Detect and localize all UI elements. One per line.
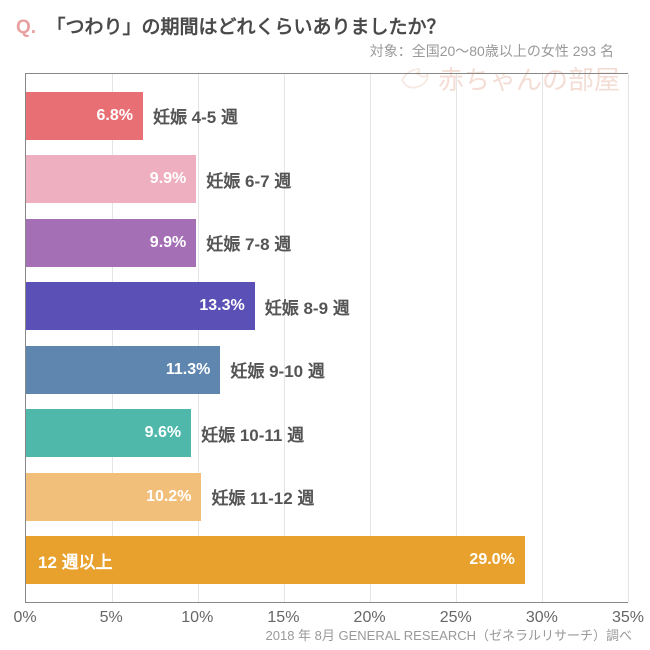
bar-category-label: 妊娠 9-10 週 [230, 357, 324, 382]
bar: 13.3% [26, 282, 255, 330]
bar-category-label: 妊娠 8-9 週 [265, 294, 350, 319]
gridline [628, 74, 629, 602]
bar-row: 6.8% 妊娠 4-5 週 [26, 92, 628, 140]
axis-tick-label: 10% [181, 609, 213, 627]
bar-category-label: 妊娠 7-8 週 [206, 230, 291, 255]
bar: 6.8% [26, 92, 143, 140]
bar-row: 10.2% 妊娠 11-12 週 [26, 473, 628, 521]
bar-category-label: 妊娠 11-12 週 [211, 484, 314, 509]
bar-row: 9.6% 妊娠 10-11 週 [26, 409, 628, 457]
axis-tick-label: 15% [267, 609, 299, 627]
bar-row: 13.3% 妊娠 8-9 週 [26, 282, 628, 330]
chart-footer: 2018 年 8月 GENERAL RESEARCH（ゼネラルリサーチ）調べ [266, 625, 632, 644]
axis-tick-label: 20% [354, 609, 386, 627]
question-label: Q. [16, 17, 36, 38]
chart-subtitle: 対象：全国20～80歳以上の女性 293 名 [16, 41, 634, 61]
bar: 9.9% [26, 155, 196, 203]
bar-row: 9.9% 妊娠 6-7 週 [26, 155, 628, 203]
bar-value-label: 9.9% [150, 234, 186, 252]
question-title: 「つわり」の期間はどれくらいありましたか？ [47, 17, 446, 38]
axis-tick-label: 25% [440, 609, 472, 627]
bar: 10.2% [26, 473, 201, 521]
bar-value-label: 10.2% [146, 488, 191, 506]
axis-tick-label: 5% [100, 609, 123, 627]
bar-value-label: 13.3% [199, 297, 244, 315]
bar-value-label: 6.8% [96, 107, 132, 125]
bar-container: 6.8% 妊娠 4-5 週 9.9% 妊娠 6-7 週 9.9% 妊娠 7-8 週 13.3… [26, 84, 628, 592]
bar-category-label: 妊娠 10-11 週 [201, 421, 304, 446]
bar-value-label: 9.9% [150, 170, 186, 188]
axis-tick-label: 35% [612, 609, 644, 627]
chart-plot-area: 6.8% 妊娠 4-5 週 9.9% 妊娠 6-7 週 9.9% 妊娠 7-8 週 13.3… [25, 73, 628, 603]
axis-tick-label: 0% [13, 609, 36, 627]
bar: 11.3% [26, 346, 220, 394]
bar: 12 週以上 29.0% [26, 536, 525, 584]
bar-value-label: 9.6% [145, 424, 181, 442]
bar-row: 11.3% 妊娠 9-10 週 [26, 346, 628, 394]
bar: 9.9% [26, 219, 196, 267]
bar-category-label: 妊娠 4-5 週 [153, 103, 238, 128]
bar-row: 9.9% 妊娠 7-8 週 [26, 219, 628, 267]
bar-category-label: 12 週以上 [38, 548, 113, 573]
bar-value-label: 11.3% [166, 361, 210, 379]
bar-row: 12 週以上 29.0% [26, 536, 628, 584]
bar: 9.6% [26, 409, 191, 457]
chart-header: Q. 「つわり」の期間はどれくらいありましたか？ 対象：全国20～80歳以上の女… [0, 0, 650, 65]
axis-tick-label: 30% [526, 609, 558, 627]
bar-category-label: 妊娠 6-7 週 [206, 167, 291, 192]
bar-value-label: 29.0% [469, 551, 514, 569]
